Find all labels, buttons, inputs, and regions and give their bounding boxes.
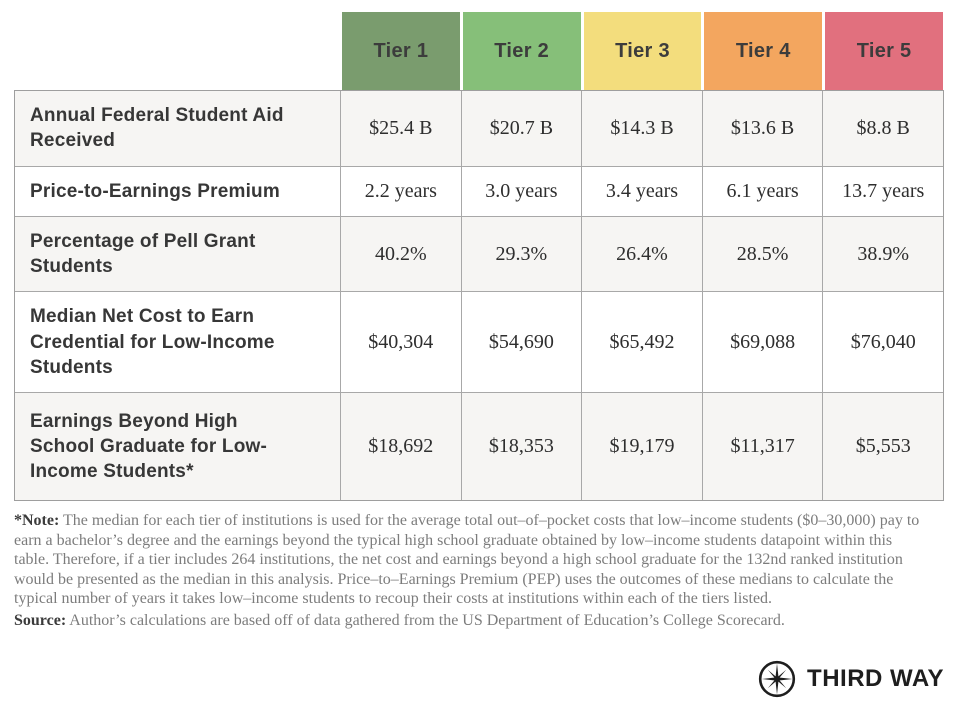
table-cell-value: $5,553 <box>855 435 911 458</box>
row-label: Annual Federal Student Aid Received <box>30 105 284 152</box>
table-cell-value: 38.9% <box>857 242 910 265</box>
tier-3-label: Tier 3 <box>615 39 670 62</box>
source-paragraph: Source: Author’s calculations are based … <box>14 611 930 631</box>
tier-4-label: Tier 4 <box>735 39 791 62</box>
tier-2-label: Tier 2 <box>494 39 550 62</box>
tier-1-label: Tier 1 <box>373 39 429 62</box>
table-cell-value: $65,492 <box>609 330 675 353</box>
table-cell-value: 2.2 years <box>364 179 437 202</box>
row-label: Percentage of Pell Grant Students <box>30 230 256 278</box>
table-cell-value: $11,317 <box>730 435 795 458</box>
table-cell-value: $19,179 <box>609 435 675 458</box>
note-label: *Note: <box>14 512 60 529</box>
tier-comparison-table: Tier 1 Tier 2 Tier 3 Tier 4 Tier 5 Annua… <box>14 12 944 502</box>
footnotes: *Note: The median for each tier of insti… <box>14 511 930 630</box>
table-cell-value: 6.1 years <box>726 179 799 202</box>
table-cell-value: 29.3% <box>495 242 548 265</box>
source-label: Source: <box>14 611 67 629</box>
tier-4-header: Tier 4 <box>704 12 823 90</box>
table-corner-spacer <box>14 12 340 90</box>
compass-star-icon <box>758 660 796 698</box>
table-cell-value: $20.7 B <box>489 116 554 139</box>
row-label: Earnings Beyond High School Graduate for… <box>30 410 268 483</box>
table-cell-value: $69,088 <box>730 330 796 353</box>
table-cell-value: $14.3 B <box>610 116 674 139</box>
table-cell-value: $13.6 B <box>730 116 795 139</box>
table-cell-value: $40,304 <box>368 330 434 353</box>
logo-wordmark: THIRD WAY <box>807 665 944 692</box>
row-label: Price-to-Earnings Premium <box>30 180 280 202</box>
tier-5-label: Tier 5 <box>856 39 912 62</box>
table-cell-value: 3.0 years <box>485 179 558 202</box>
table-cell-value: $76,040 <box>850 330 916 353</box>
table-row: Percentage of Pell Grant Students 40.2% … <box>15 215 943 292</box>
table-body: Annual Federal Student Aid Received $25.… <box>14 90 944 502</box>
tier-2-header: Tier 2 <box>462 12 581 90</box>
table-cell-value: $8.8 B <box>856 116 910 139</box>
table-row: Median Net Cost to Earn Credential for L… <box>15 291 943 393</box>
table-cell-value: $25.4 B <box>369 116 433 139</box>
table-row: Annual Federal Student Aid Received $25.… <box>15 91 943 166</box>
table-header-row: Tier 1 Tier 2 Tier 3 Tier 4 Tier 5 <box>14 12 944 90</box>
tier-1-header: Tier 1 <box>342 12 460 90</box>
table-cell-value: 3.4 years <box>605 179 679 202</box>
row-label: Median Net Cost to Earn Credential for L… <box>30 306 275 378</box>
table-cell-value: $54,690 <box>488 330 554 353</box>
table-cell-value: 28.5% <box>736 242 789 265</box>
table-row: Price-to-Earnings Premium 2.2 years 3.0 … <box>15 165 943 216</box>
note-text: The median for each tier of institutions… <box>14 512 920 607</box>
tier-5-header: Tier 5 <box>825 12 943 90</box>
table-row: Earnings Beyond High School Graduate for… <box>15 392 943 501</box>
source-text: Author’s calculations are based off of d… <box>66 611 785 629</box>
table-cell-value: $18,353 <box>488 435 554 458</box>
table-cell-value: 40.2% <box>374 242 427 265</box>
table-cell-value: 26.4% <box>616 242 668 265</box>
third-way-logo: THIRD WAY <box>757 659 944 699</box>
table-cell-value: 13.7 years <box>842 179 925 202</box>
table-cell-value: $18,692 <box>368 435 434 458</box>
tier-3-header: Tier 3 <box>583 12 702 90</box>
note-paragraph: *Note: The median for each tier of insti… <box>14 511 930 609</box>
